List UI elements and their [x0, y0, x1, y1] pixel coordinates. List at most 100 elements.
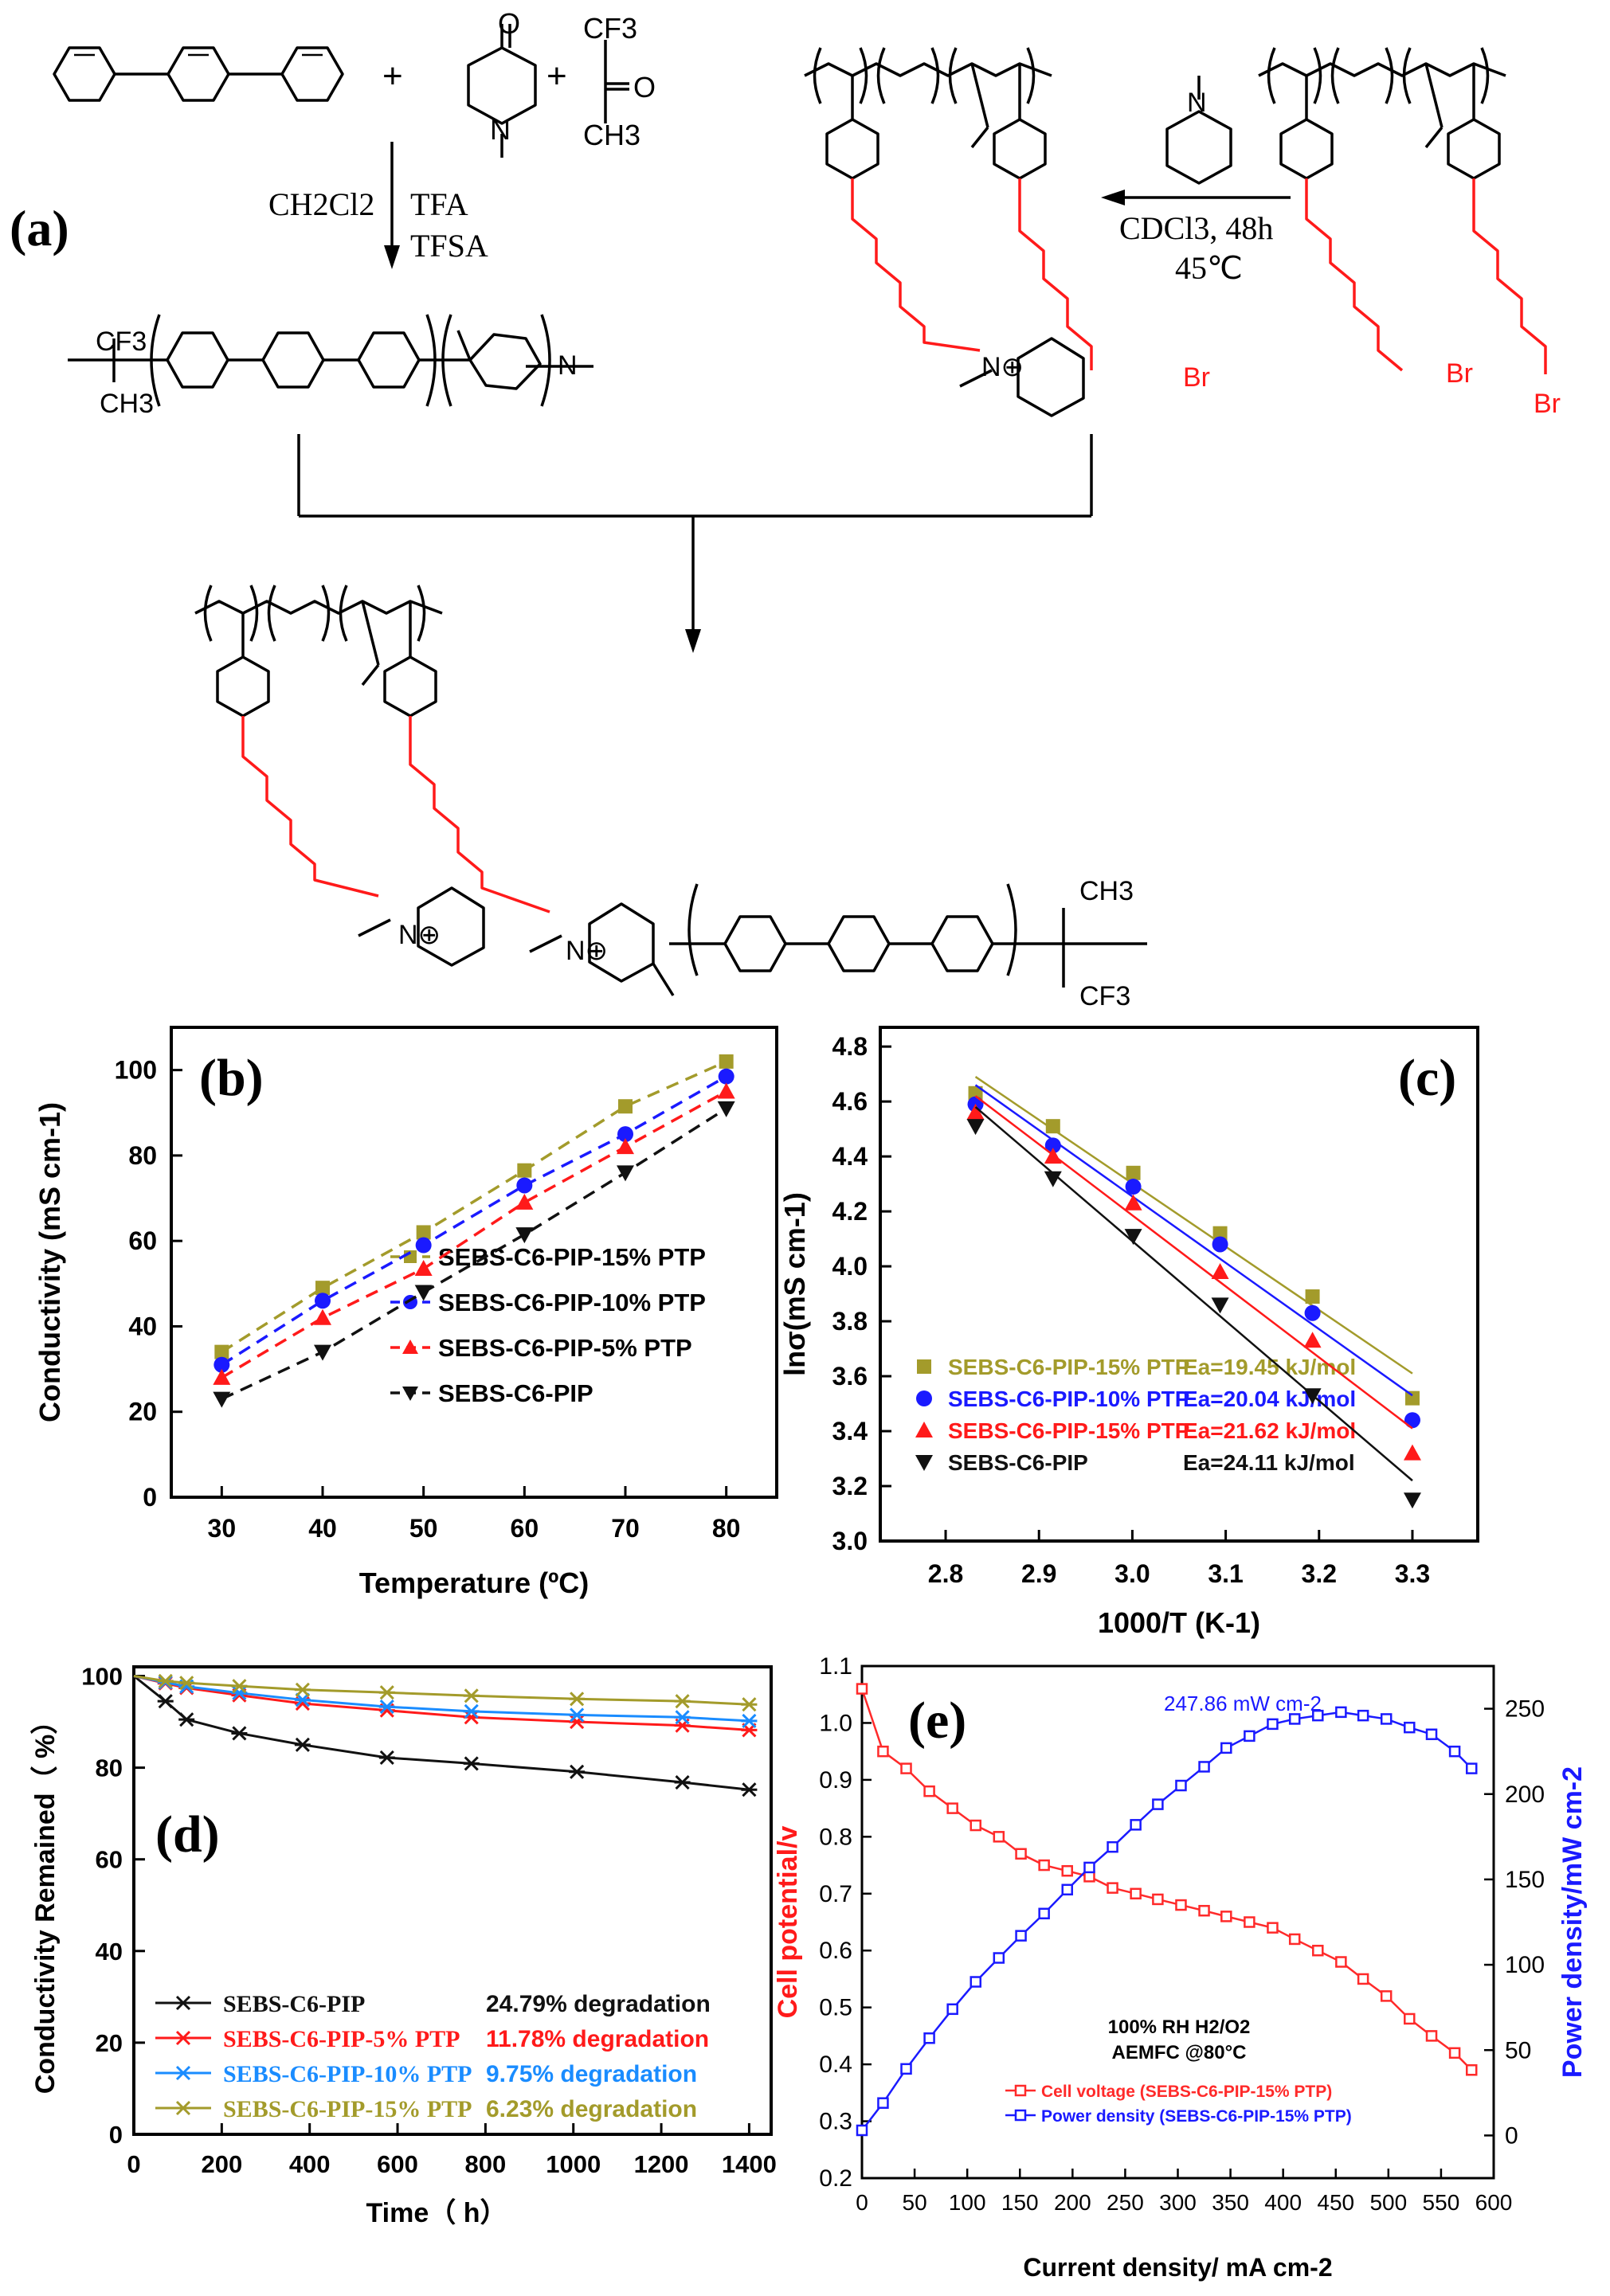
sebs-br-spacers	[1305, 178, 1547, 374]
data-point	[1152, 1798, 1164, 1810]
ptp-polymer-structure	[68, 314, 593, 407]
panel-label-d: (d)	[155, 1805, 220, 1864]
legend-ea: Ea=21.62 kJ/mol	[1183, 1418, 1356, 1443]
y-axis-title: lnσ(mS cm-1)	[778, 1192, 811, 1376]
data-point	[617, 1165, 634, 1182]
data-point	[1124, 1194, 1142, 1211]
data-point	[1404, 1412, 1420, 1429]
y-right-tick-label: 150	[1505, 1867, 1545, 1893]
data-point	[1303, 1332, 1322, 1348]
y-left-axis-title: Cell potential/v	[773, 1826, 803, 2019]
data-point	[1126, 1165, 1141, 1180]
x-tick-label: 100	[949, 2190, 986, 2215]
y-tick-label: 4.2	[832, 1197, 868, 1226]
y-tick-label: 4.6	[832, 1087, 868, 1116]
data-point	[1465, 2064, 1478, 2076]
legend-label: SEBS-C6-PIP	[948, 1450, 1088, 1475]
series-line	[133, 1675, 750, 1791]
x-tick-label: 150	[1001, 2190, 1039, 2215]
y-tick-label: 40	[128, 1312, 157, 1340]
data-point	[1244, 1916, 1255, 1928]
x-tick-label: 40	[308, 1514, 337, 1543]
x-tick-label: 70	[611, 1514, 640, 1543]
data-point	[1335, 1956, 1347, 1968]
data-point	[415, 1237, 432, 1254]
legend-marker	[915, 1455, 933, 1471]
x-tick-label: 800	[465, 2150, 507, 2178]
data-point	[900, 1762, 912, 1774]
data-point	[1083, 1861, 1095, 1874]
chart-c-arrhenius: 2.8 2.9 3.0 3.1 3.2 3.3 3.0 3.2 3.4 3.6 3.8 4.0 4.2 4…	[778, 1026, 1479, 1639]
data-point	[157, 1694, 174, 1709]
data-point	[1175, 1779, 1187, 1792]
product-nplus-label: N⊕	[566, 936, 608, 966]
x-tick-label: 400	[1264, 2190, 1302, 2215]
y-tick-label: 4.4	[832, 1142, 868, 1171]
plot-frame	[170, 1026, 778, 1499]
legend-marker	[175, 2065, 191, 2081]
x-axis-title: Current density/ mA cm-2	[1023, 2253, 1332, 2282]
y-tick-label: 20	[96, 2029, 123, 2057]
plus-sign-1: +	[382, 57, 403, 96]
data-point	[515, 1227, 534, 1244]
data-point	[315, 1293, 331, 1309]
series-line	[221, 1060, 727, 1354]
y-tick-label: 100	[115, 1056, 157, 1085]
data-point	[1425, 1728, 1438, 1740]
plus-sign-2: +	[546, 57, 567, 96]
data-point	[741, 1782, 758, 1797]
legend-marker	[175, 1995, 191, 2011]
product-cf3-label: CF3	[1079, 981, 1130, 1011]
data-point	[1130, 1819, 1142, 1831]
legend-label: Cell voltage (SEBS-C6-PIP-15% PTP)	[1041, 2083, 1332, 2101]
y-tick-label: 60	[96, 1846, 123, 1874]
x-tick-label: 3.1	[1208, 1559, 1243, 1588]
data-point	[1125, 1179, 1142, 1195]
x-axis-title: 1000/T (K-1)	[1098, 1606, 1260, 1639]
y-tick-label: 3.2	[832, 1472, 868, 1500]
reagent-o-label: O	[633, 71, 656, 104]
legend-label: SEBS-C6-PIP	[223, 1991, 365, 2017]
y-tick-label: 20	[128, 1398, 157, 1426]
data-point	[157, 1673, 174, 1688]
data-point	[378, 1700, 395, 1715]
svg-text:N: N	[558, 350, 578, 381]
y-left-tick-label: 1.1	[819, 1653, 852, 1680]
y-left-tick-label: 0.4	[819, 2052, 852, 2078]
data-point	[213, 1356, 230, 1373]
data-point	[178, 1676, 195, 1691]
series-line	[221, 1075, 727, 1367]
legend-label: SEBS-C6-PIP-15% PTP	[438, 1243, 706, 1271]
data-point	[231, 1679, 248, 1694]
data-point	[1044, 1148, 1062, 1164]
data-point	[178, 1712, 195, 1727]
legend-label: SEBS-C6-PIP-10% PTP	[438, 1289, 706, 1316]
x-tick-label: 2.9	[1021, 1559, 1056, 1588]
y-axis-title: Conductivity Remained（ %）	[29, 1707, 61, 2095]
y-tick-label: 80	[96, 1754, 123, 1782]
panel-label-b: (b)	[199, 1049, 264, 1107]
data-point	[923, 1785, 935, 1797]
y-left-tick-label: 0.7	[819, 1881, 852, 1907]
y-left-tick-label: 0.6	[819, 1938, 852, 1964]
y-left-tick-label: 0.5	[819, 1995, 852, 2021]
legend-marker	[1014, 2109, 1027, 2122]
data-point	[1448, 2047, 1461, 2059]
y-tick-label: 4.8	[832, 1032, 868, 1061]
legend-label: SEBS-C6-PIP-5% PTP	[438, 1334, 692, 1362]
x-tick-label: 1000	[546, 2150, 601, 2178]
legend-label: SEBS-C6-PIP	[438, 1379, 593, 1407]
product-ch3-label: CH3	[1079, 876, 1134, 906]
y-tick-label: 100	[81, 1663, 123, 1691]
x-tick-label: 200	[201, 2150, 242, 2178]
condition-tfsa: TFSA	[410, 228, 488, 264]
legend-marker	[402, 1387, 418, 1401]
data-point	[946, 2003, 958, 2016]
data-point	[717, 1101, 735, 1117]
x-tick-label: 200	[1054, 2190, 1091, 2215]
x-tick-label: 2.8	[928, 1559, 963, 1588]
x-tick-label: 600	[1475, 2190, 1513, 2215]
y-tick-label: 4.0	[832, 1252, 868, 1281]
data-point	[674, 1718, 691, 1733]
y-tick-label: 80	[128, 1141, 157, 1170]
